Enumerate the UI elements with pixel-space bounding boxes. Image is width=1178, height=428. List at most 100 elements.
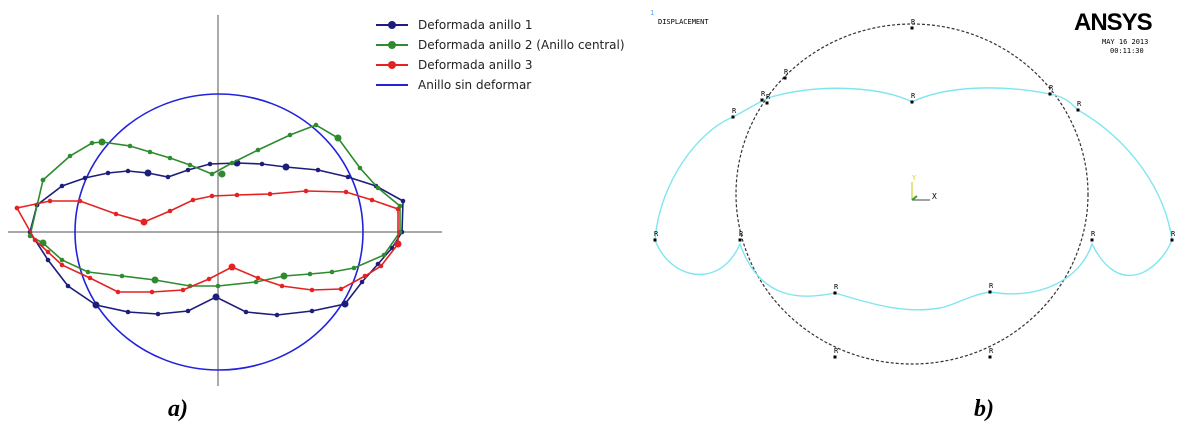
node-label: R <box>834 347 839 355</box>
ring-2-marker <box>218 170 226 178</box>
ring-3-point <box>395 206 401 212</box>
window-index: 1 <box>650 9 655 17</box>
node-marker <box>653 238 657 242</box>
ring-1-marker <box>282 163 290 171</box>
ring-2-point <box>307 271 313 277</box>
ring-2-marker <box>280 272 288 280</box>
ring-1-point <box>207 161 213 167</box>
ring-3-marker <box>140 218 148 226</box>
node-label: R <box>834 283 839 291</box>
node-label: R <box>989 282 994 290</box>
node-label: R <box>1171 230 1176 238</box>
ring-2-point <box>229 160 235 166</box>
ring-2-point <box>40 177 46 183</box>
ring-3-point <box>32 237 38 243</box>
node-label: R <box>732 107 737 115</box>
ring-3-point <box>47 198 53 204</box>
ring-3-point <box>180 287 186 293</box>
deformed-ring-2-line <box>29 124 401 287</box>
deformed-rings <box>14 122 406 318</box>
ring-2-point <box>351 265 357 271</box>
ring-3-point <box>255 275 261 281</box>
ring-1-point <box>45 257 51 263</box>
plot-title: DISPLACEMENT <box>658 18 709 26</box>
node-marker <box>988 355 992 359</box>
ring-3-point <box>45 249 51 255</box>
caption-a: a) <box>168 396 188 422</box>
ring-3-point <box>362 273 368 279</box>
ring-3-point <box>234 192 240 198</box>
ring-2-point <box>329 269 335 275</box>
ring-1-point <box>125 309 131 315</box>
ring-1-point <box>259 161 265 167</box>
ring-1-point <box>105 170 111 176</box>
ring-1-point <box>274 312 280 318</box>
ring-1-point <box>65 283 71 289</box>
ring-2-point <box>119 273 125 279</box>
node-marker <box>1048 92 1052 96</box>
node-marker <box>783 76 787 80</box>
ring-2-point <box>187 162 193 168</box>
ring-2-point <box>215 283 221 289</box>
node-label: R <box>1077 100 1082 108</box>
node-marker <box>765 101 769 105</box>
undeformed-ring-outline <box>735 23 1089 365</box>
node-marker <box>1090 238 1094 242</box>
ring-1-point <box>155 311 161 317</box>
ring-3-point <box>190 197 196 203</box>
ring-2-point <box>397 229 403 235</box>
triad-z-axis <box>911 195 918 201</box>
node-label: R <box>739 230 744 238</box>
plot-time: 00:11:30 <box>1110 47 1144 55</box>
ring-2-point <box>357 165 363 171</box>
node-label: R <box>1049 84 1054 92</box>
node-marker <box>833 291 837 295</box>
ring-3-point <box>279 283 285 289</box>
ring-3-point <box>149 289 155 295</box>
node-label: R <box>784 68 789 76</box>
legend-marker-ring3 <box>388 61 396 69</box>
ring-3-point <box>209 193 215 199</box>
ring-2-point <box>287 132 293 138</box>
node-marker <box>738 238 742 242</box>
ring-1-point <box>243 309 249 315</box>
ring-3-point <box>309 287 315 293</box>
deformation-plot <box>8 15 442 386</box>
ring-3-point <box>267 191 273 197</box>
legend-marker-ring2 <box>388 41 396 49</box>
node-label: R <box>989 347 994 355</box>
node-marker <box>833 355 837 359</box>
ring-1-point <box>359 279 365 285</box>
legend-swatch-undeformed <box>376 84 408 86</box>
ring-2-point <box>167 155 173 161</box>
ring-3-point <box>87 275 93 281</box>
ring-1-marker <box>144 169 152 177</box>
node-marker <box>760 98 764 102</box>
ring-2-point <box>253 279 259 285</box>
ansys-logo: ANSYS <box>1074 9 1153 36</box>
node-label: R <box>766 93 771 101</box>
ring-3-point <box>343 189 349 195</box>
ring-3-point <box>206 276 212 282</box>
node-marker <box>910 26 914 30</box>
panel-a: Deformada anillo 1 Deformada anillo 2 (A… <box>8 15 625 422</box>
node-label: R <box>1091 230 1096 238</box>
ring-1-marker <box>92 301 100 309</box>
node-marker <box>731 115 735 119</box>
ring-1-point <box>125 168 131 174</box>
ring-2-marker <box>334 134 342 142</box>
node-marker <box>1170 238 1174 242</box>
ring-3-point <box>167 208 173 214</box>
ring-2-point <box>127 143 133 149</box>
ring-3-point <box>77 198 83 204</box>
ring-1-point <box>400 198 406 204</box>
ring-1-point <box>309 308 315 314</box>
ring-2-point <box>59 257 65 263</box>
ring-2-marker <box>98 138 106 146</box>
ring-1-point <box>315 167 321 173</box>
legend-label-ring3: Deformada anillo 3 <box>418 58 533 72</box>
ring-1-point <box>82 175 88 181</box>
